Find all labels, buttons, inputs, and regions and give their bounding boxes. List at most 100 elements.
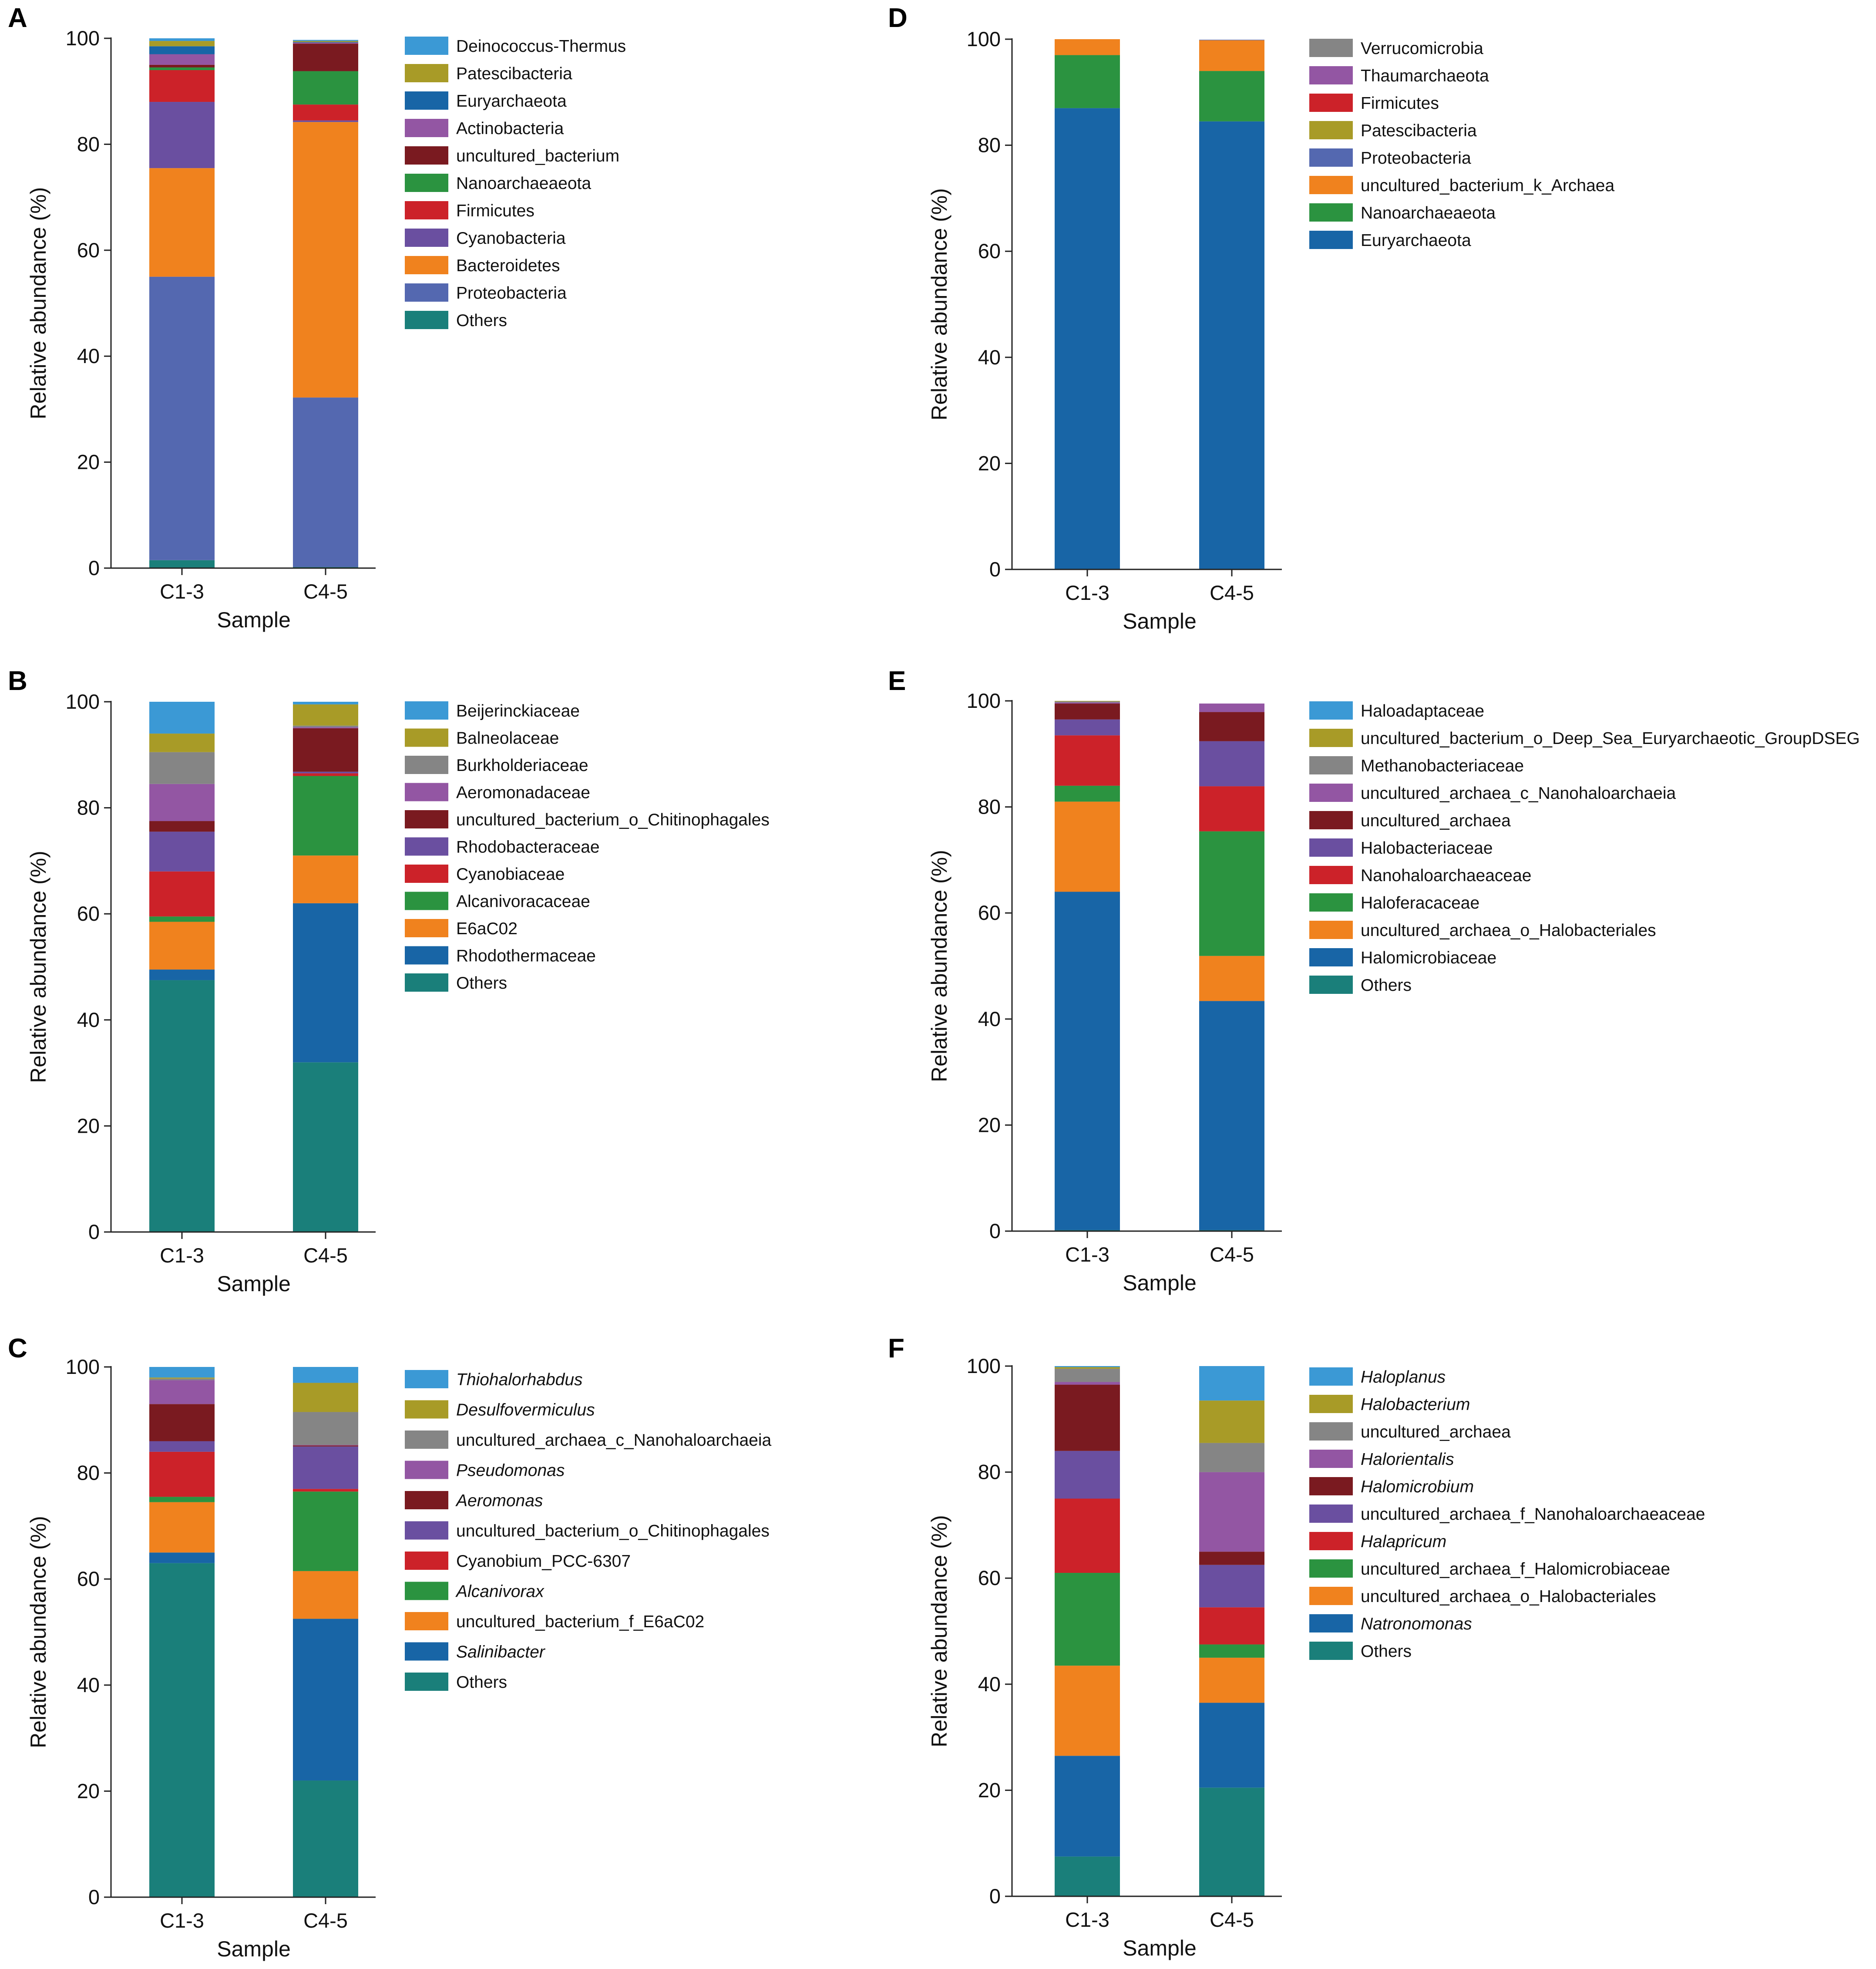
bar-segment-C4-5-6 xyxy=(293,1445,358,1447)
legend-label: Alcanivoracaceae xyxy=(456,892,590,911)
y-tick-label: 20 xyxy=(978,1778,1001,1801)
legend-label: uncultured_bacterium_o_Deep_Sea_Euryarch… xyxy=(1361,729,1860,748)
legend-label: Aeromonadaceae xyxy=(456,784,590,802)
bar-segment-C4-5-10 xyxy=(293,1367,358,1383)
bar-segment-C4-5-7 xyxy=(1199,703,1264,712)
bar-segment-C4-5-5 xyxy=(1199,1565,1264,1608)
bar-segment-C1-3-5 xyxy=(149,831,215,872)
y-tick-label: 60 xyxy=(77,1567,100,1590)
bar-segment-C1-3-9 xyxy=(149,1377,215,1379)
legend-label: uncultured_bacterium_o_Chitinophagales xyxy=(456,1522,770,1541)
y-tick-label: 80 xyxy=(77,132,100,155)
bar-segment-C1-3-3 xyxy=(149,1497,215,1502)
legend-swatch xyxy=(1309,811,1353,829)
bar-segment-C4-5-8 xyxy=(1199,1443,1264,1472)
x-tick-label: C1-3 xyxy=(160,1244,204,1267)
y-tick-label: 60 xyxy=(978,901,1001,924)
legend-swatch xyxy=(405,973,448,992)
legend-label: Others xyxy=(1361,976,1412,995)
legend-label: Pseudomonas xyxy=(456,1461,565,1480)
bar-segment-C4-5-0 xyxy=(293,1062,358,1232)
panel-letter: B xyxy=(8,666,27,696)
bar-segment-C4-5-6 xyxy=(1199,712,1264,741)
y-tick-label: 100 xyxy=(66,1355,100,1378)
y-tick-label: 60 xyxy=(978,1566,1001,1589)
y-tick-label: 80 xyxy=(978,795,1001,818)
legend: Verrucomicrobia Thaumarchaeota Firmicutes P… xyxy=(1309,39,1615,250)
legend-label: Halobacteriaceae xyxy=(1361,839,1493,858)
legend-label: Bacteroidetes xyxy=(456,256,560,275)
legend-label: uncultured_bacterium_f_E6aC02 xyxy=(456,1612,704,1631)
bar-segment-C4-5-1 xyxy=(1199,1001,1264,1230)
legend-label: Burkholderiaceae xyxy=(456,756,588,775)
bar-segment-C1-3-3 xyxy=(1055,785,1120,802)
bar-segment-C4-5-1 xyxy=(293,903,358,1063)
legend-swatch xyxy=(405,1582,448,1600)
legend-label: Others xyxy=(456,311,507,330)
bar-segment-C4-5-1 xyxy=(293,1619,358,1781)
legend-swatch xyxy=(405,64,448,82)
bar-segment-C1-3-2 xyxy=(1055,39,1120,55)
bar-segment-C1-3-6 xyxy=(1055,703,1120,720)
legend-label: Others xyxy=(456,1673,507,1692)
legend-label: Cyanobacteria xyxy=(456,229,566,248)
y-tick-label: 0 xyxy=(989,1219,1001,1242)
x-axis-title: Sample xyxy=(1123,1936,1197,1960)
x-tick-label: C1-3 xyxy=(160,1909,204,1932)
bar-segment-C4-5-0 xyxy=(1199,1787,1264,1896)
legend-swatch xyxy=(1309,203,1353,222)
legend-label: Beijerinckiaceae xyxy=(456,702,580,720)
bar-segment-C4-5-4 xyxy=(1199,1607,1264,1645)
y-axis-title: Relative abundance (%) xyxy=(927,1515,951,1747)
legend-swatch xyxy=(1309,1505,1353,1523)
bar-segment-C1-3-2 xyxy=(149,922,215,970)
legend-swatch xyxy=(1309,148,1353,167)
bar-segment-C1-3-1 xyxy=(149,1552,215,1563)
bar-segment-C4-5-7 xyxy=(293,42,358,44)
legend-label: Verrucomicrobia xyxy=(1361,39,1483,58)
legend-swatch xyxy=(405,1552,448,1570)
legend-swatch xyxy=(1309,121,1353,139)
legend-swatch xyxy=(405,146,448,165)
legend-swatch xyxy=(1309,1367,1353,1386)
bar-segment-C4-5-5 xyxy=(293,771,358,774)
legend-label: Deinococcus-Thermus xyxy=(456,37,626,56)
legend-swatch xyxy=(405,1491,448,1509)
legend-label: Methanobacteriaceae xyxy=(1361,757,1524,775)
legend-swatch xyxy=(405,201,448,219)
bar-segment-C1-3-7 xyxy=(149,1380,215,1404)
bar-segment-C4-5-6 xyxy=(293,728,358,772)
legend-label: Salinibacter xyxy=(456,1643,546,1662)
x-tick-label: C1-3 xyxy=(1065,1908,1109,1931)
bar-segment-C4-5-5 xyxy=(293,71,358,105)
legend-label: Balneolaceae xyxy=(456,729,559,748)
bar-segment-C1-3-10 xyxy=(149,1367,215,1378)
y-tick-label: 80 xyxy=(978,134,1001,157)
chart-panel-C: C 0 20 40 60 80 100 C1-3 C4-5 Sample Relative abun… xyxy=(8,1333,772,1961)
y-tick-label: 40 xyxy=(978,346,1001,369)
legend-label: Cyanobium_PCC-6307 xyxy=(456,1552,631,1571)
y-tick-label: 80 xyxy=(77,1461,100,1484)
legend-swatch xyxy=(405,728,448,747)
panel-letter: E xyxy=(888,666,906,696)
x-axis-title: Sample xyxy=(217,1937,291,1961)
bar-segment-C1-3-1 xyxy=(1055,55,1120,108)
y-tick-label: 20 xyxy=(77,1114,100,1137)
legend-label: Halapricum xyxy=(1361,1532,1446,1551)
bar-segment-C1-3-9 xyxy=(149,734,215,752)
bar-segment-C1-3-2 xyxy=(149,1502,215,1553)
y-axis-title: Relative abundance (%) xyxy=(26,851,50,1083)
bar-segment-C1-3-9 xyxy=(149,41,215,47)
bar-segment-C1-3-9 xyxy=(1055,1367,1120,1369)
legend-label: Euryarchaeota xyxy=(1361,231,1471,250)
bar-segment-C1-3-3 xyxy=(149,102,215,168)
bar-segment-C1-3-10 xyxy=(149,702,215,734)
bar-segment-C4-5-10 xyxy=(293,702,358,705)
x-axis-title: Sample xyxy=(217,1272,291,1296)
legend-label: Others xyxy=(456,974,507,993)
y-tick-label: 0 xyxy=(88,556,100,579)
legend-label: Haloferacaceae xyxy=(1361,894,1479,912)
legend-swatch xyxy=(405,1642,448,1661)
legend-label: Others xyxy=(1361,1642,1412,1661)
